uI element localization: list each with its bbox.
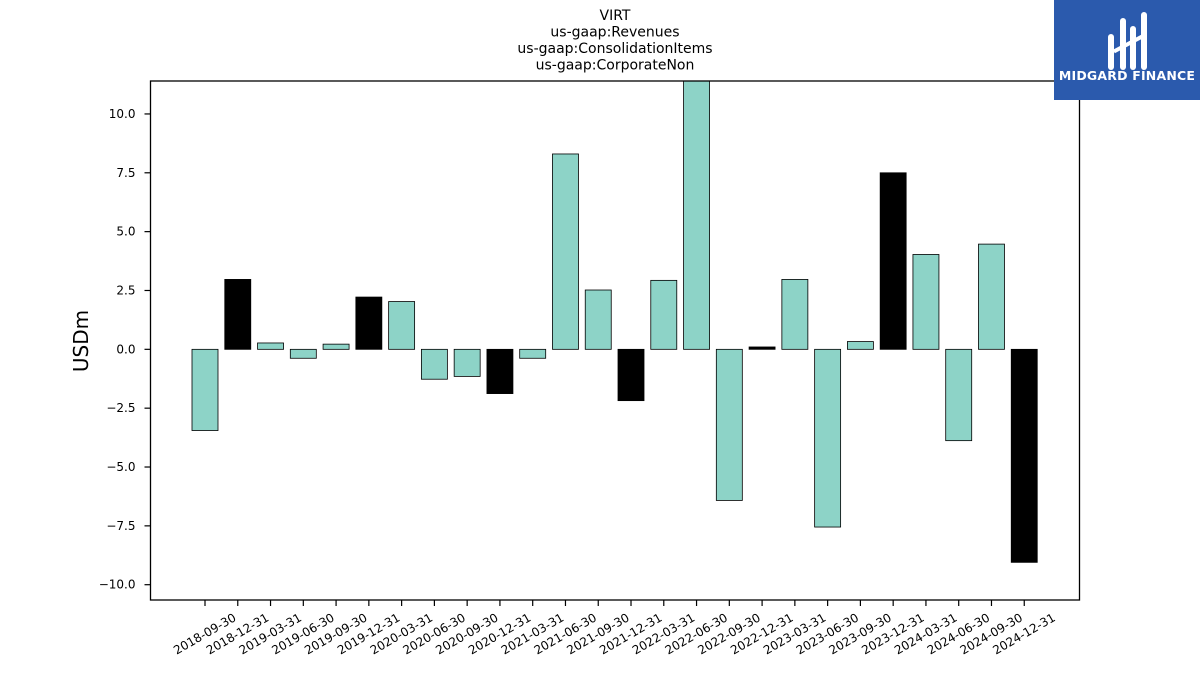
- bar: [617, 348, 645, 402]
- x-axis: 2018-09-302018-12-312019-03-312019-06-30…: [171, 600, 1058, 657]
- bar: [781, 279, 809, 350]
- bar: [552, 153, 579, 350]
- y-tick-label: −5.0: [106, 460, 135, 474]
- bar: [453, 348, 481, 377]
- bar: [322, 343, 350, 350]
- y-tick-label: 0.0: [116, 342, 135, 356]
- bar: [584, 289, 612, 350]
- y-axis: −10.0 −7.5 −5.0 −2.5 0.0 2.5 5.0 7.5 10.0: [99, 107, 151, 592]
- bar: [388, 301, 416, 350]
- y-tick-label: 7.5: [116, 166, 135, 180]
- y-tick-label: −7.5: [106, 519, 135, 533]
- chart-title-line: us-gaap:CorporateNon: [536, 58, 695, 74]
- chart-title: VIRTus-gaap:Revenuesus-gaap:Consolidatio…: [517, 8, 712, 74]
- midgard-finance-logo: MIDGARD FINANCE: [1054, 0, 1200, 100]
- logo-background: [1054, 0, 1200, 100]
- bar: [420, 348, 448, 380]
- bars: [191, 80, 1038, 563]
- logo-mark-icon: [1108, 12, 1147, 70]
- y-tick-label: 10.0: [109, 107, 136, 121]
- y-axis-label: USDm: [69, 310, 93, 372]
- bar: [486, 348, 514, 394]
- y-tick-label: 5.0: [116, 225, 135, 239]
- bar: [1010, 348, 1038, 563]
- bar: [683, 80, 710, 350]
- bar: [224, 279, 252, 350]
- bar: [191, 348, 219, 431]
- bar: [978, 243, 1005, 350]
- logo-text: MIDGARD FINANCE: [1059, 68, 1195, 83]
- y-tick-label: −2.5: [106, 401, 135, 415]
- chart-title-line: us-gaap:ConsolidationItems: [517, 41, 712, 57]
- bar: [519, 348, 547, 359]
- y-tick-label: −10.0: [99, 578, 136, 592]
- plot-frame: [149, 80, 1081, 601]
- chart-title-line: us-gaap:Revenues: [550, 25, 679, 41]
- bar: [715, 348, 743, 501]
- bar: [355, 296, 383, 350]
- bar: [289, 348, 317, 359]
- bar: [650, 279, 678, 350]
- bar: [912, 254, 940, 350]
- bar: [748, 346, 776, 350]
- chart-title-line: VIRT: [600, 8, 631, 24]
- bar: [945, 348, 973, 442]
- bar: [847, 341, 874, 350]
- y-tick-label: 2.5: [116, 283, 135, 297]
- bar: [879, 172, 907, 350]
- bar: [814, 348, 842, 528]
- bar: [257, 342, 284, 350]
